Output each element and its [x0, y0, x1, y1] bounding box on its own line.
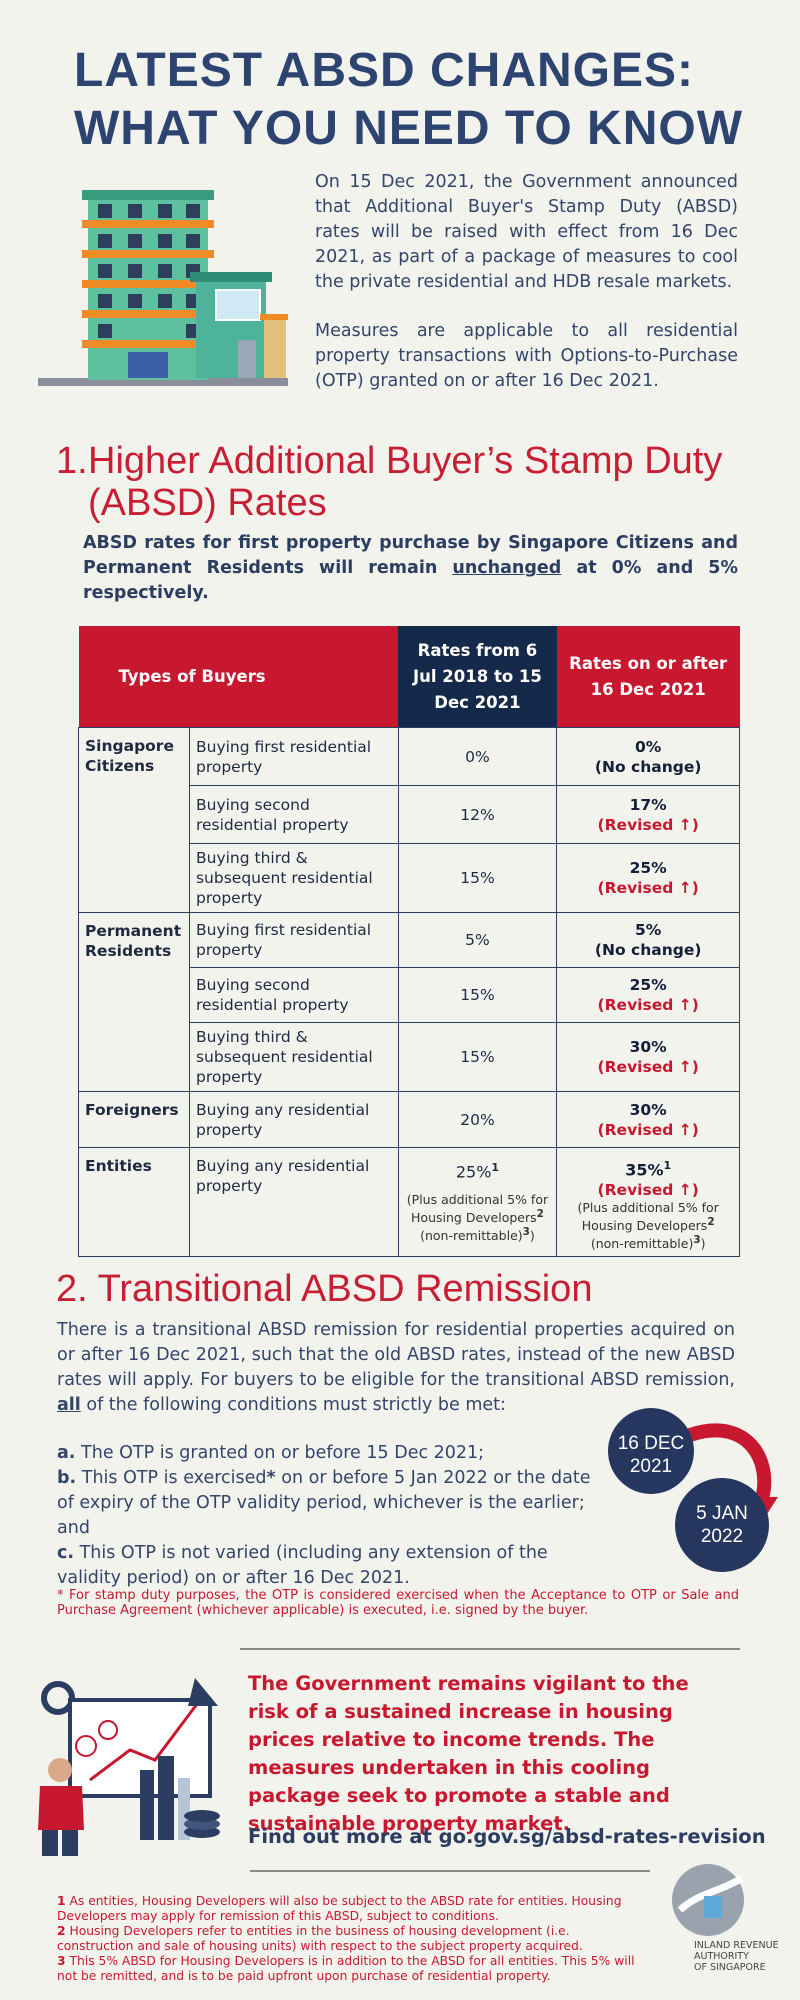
find-out-more-link[interactable]: Find out more at go.gov.sg/absd-rates-re…: [248, 1825, 766, 1848]
new-rate-cell: 30% (Revised ↑): [556, 1022, 740, 1092]
group-entities: Entities: [78, 1147, 190, 1257]
old-rate: 15%: [397, 1022, 558, 1092]
group-singapore-citizens: Singapore Citizens: [78, 727, 190, 913]
buyer-desc: Buying second residential property: [188, 785, 399, 844]
footnotes: 1 As entities, Housing Developers will a…: [57, 1894, 649, 1984]
table-row: Singapore Citizens Buying first resident…: [78, 727, 740, 913]
new-rate-cell: 35%1 (Revised ↑) (Plus additional 5% for…: [556, 1147, 740, 1257]
footnote-1: 1 As entities, Housing Developers will a…: [57, 1894, 622, 1923]
intro-paragraph-2: Measures are applicable to all residenti…: [315, 321, 738, 391]
header-old-rates: Rates from 6 Jul 2018 to 15 Dec 2021: [398, 626, 557, 728]
building-illustration: [38, 190, 288, 386]
page-title: LATEST ABSD CHANGES: WHAT YOU NEED TO KN…: [74, 44, 743, 155]
footnote-3: 3 This 5% ABSD for Housing Developers is…: [57, 1954, 635, 1983]
divider: [240, 1648, 740, 1650]
condition-c: c. This OTP is not varied (including any…: [57, 1543, 548, 1588]
buyer-desc: Buying any residential property: [188, 1091, 399, 1148]
new-rate-cell: 5% (No change): [556, 912, 740, 968]
exercise-footnote: * For stamp duty purposes, the OTP is co…: [57, 1588, 739, 1618]
new-rate-cell: 17% (Revised ↑): [556, 785, 740, 844]
old-rate: 20%: [397, 1091, 558, 1148]
table-row: Entities Buying any residential property…: [78, 1147, 740, 1257]
buyer-desc: Buying third & subsequent residential pr…: [188, 843, 399, 913]
date-circle-end: 5 JAN 2022: [675, 1478, 769, 1572]
table-row: Permanent Residents Buying first residen…: [78, 912, 740, 1092]
intro-text: On 15 Dec 2021, the Government announced…: [315, 170, 738, 418]
table-row: Buying second residential property 15% 2…: [79, 967, 740, 1023]
old-rate-cell: 25%1 (Plus additional 5% for Housing Dev…: [397, 1147, 558, 1257]
section1-subtitle: ABSD rates for first property purchase b…: [83, 533, 739, 603]
table-row: Buying second residential property 12% 1…: [79, 785, 740, 844]
divider: [250, 1870, 650, 1872]
closing-statement: The Government remains vigilant to the r…: [248, 1672, 689, 1835]
buyer-desc: Buying second residential property: [188, 967, 399, 1023]
table-row: Buying third & subsequent residential pr…: [79, 1022, 740, 1092]
header-buyers: Types of Buyers: [78, 626, 399, 728]
section2-intro: There is a transitional ABSD remission f…: [57, 1320, 735, 1415]
buyer-desc: Buying first residential property: [188, 727, 399, 786]
intro-paragraph-1: On 15 Dec 2021, the Government announced…: [315, 172, 738, 292]
footnote-2: 2 Housing Developers refer to entities i…: [57, 1924, 583, 1953]
iras-logo-icon: [672, 1864, 744, 1936]
new-rate-cell: 0% (No change): [556, 727, 740, 786]
table-header-row: Types of Buyers Rates from 6 Jul 2018 to…: [78, 626, 740, 728]
new-rate-cell: 30% (Revised ↑): [556, 1091, 740, 1148]
old-rate: 15%: [397, 967, 558, 1023]
group-permanent-residents: Permanent Residents: [78, 912, 190, 1092]
table-row: Foreigners Buying any residential proper…: [78, 1091, 740, 1148]
table-row: Buying third & subsequent residential pr…: [79, 843, 740, 913]
section2-title: 2. Transitional ABSD Remission: [56, 1268, 593, 1310]
old-rate: 0%: [397, 727, 558, 786]
condition-a: a. The OTP is granted on or before 15 De…: [57, 1443, 485, 1463]
condition-b: b. This OTP is exercised* on or before 5…: [57, 1468, 591, 1538]
old-rate: 12%: [397, 785, 558, 844]
new-rate-cell: 25% (Revised ↑): [556, 967, 740, 1023]
conditions-list: a. The OTP is granted on or before 15 De…: [57, 1441, 597, 1591]
buyer-desc: Buying third & subsequent residential pr…: [188, 1022, 399, 1092]
date-circle-start: 16 DEC 2021: [608, 1408, 694, 1494]
buyer-desc: Buying first residential property: [188, 912, 399, 968]
header-new-rates: Rates on or after 16 Dec 2021: [556, 626, 740, 728]
absd-rates-table: Types of Buyers Rates from 6 Jul 2018 to…: [78, 626, 740, 1257]
buyer-desc: Buying any residential property: [188, 1147, 399, 1257]
group-foreigners: Foreigners: [78, 1091, 190, 1148]
iras-logo-text: INLAND REVENUE AUTHORITY OF SINGAPORE: [694, 1940, 779, 1973]
new-rate-cell: 25% (Revised ↑): [556, 843, 740, 913]
old-rate: 15%: [397, 843, 558, 913]
old-rate: 5%: [397, 912, 558, 968]
growth-chart-illustration: [38, 1678, 220, 1856]
